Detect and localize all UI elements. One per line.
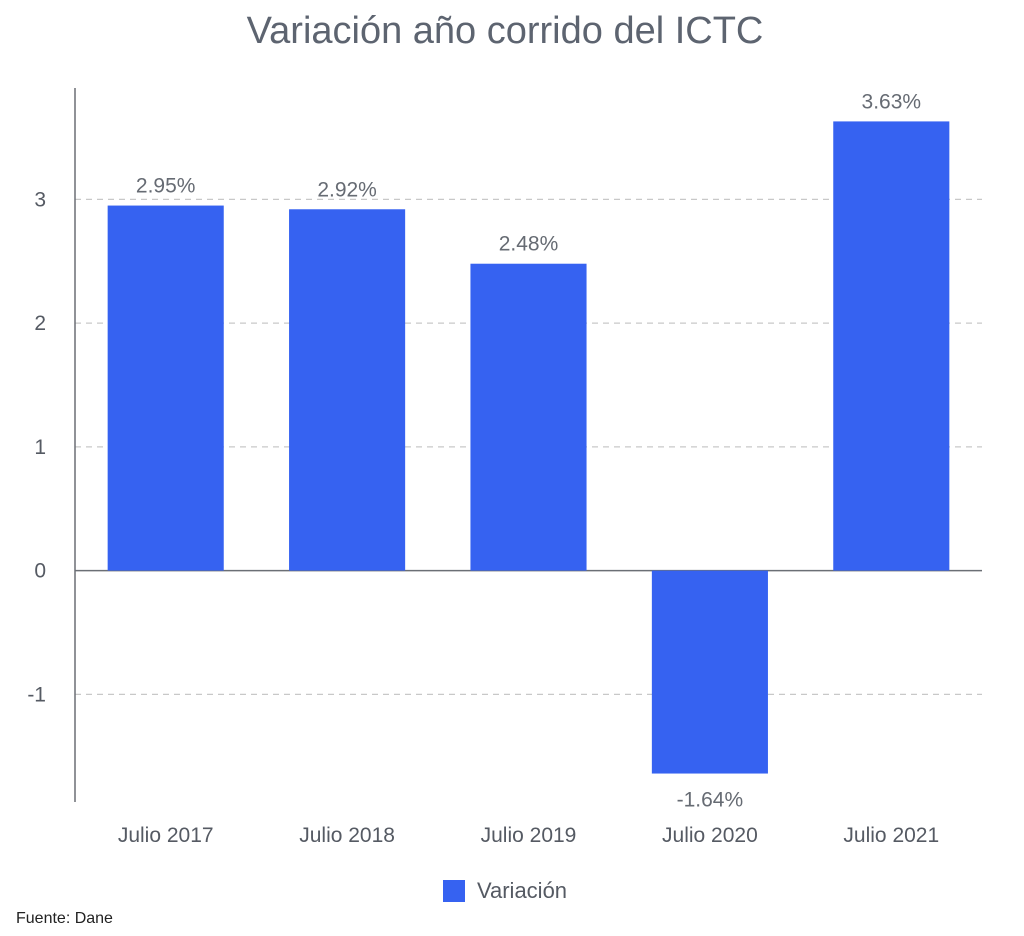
- source-note: Fuente: Dane: [16, 910, 113, 927]
- bars: [107, 121, 950, 774]
- data-label: 2.95%: [136, 175, 196, 198]
- x-tick-label: Julio 2017: [118, 824, 214, 847]
- bar: [107, 205, 224, 571]
- x-tick-label: Julio 2019: [481, 824, 577, 847]
- x-tick-label: Julio 2020: [662, 824, 758, 847]
- legend-swatch: [442, 880, 465, 902]
- x-tick-label: Julio 2018: [299, 824, 395, 847]
- y-tick-label: 3: [34, 188, 46, 211]
- data-label: 2.48%: [499, 233, 559, 256]
- bar-chart: -1 0 1 2 3 Julio 2017 Julio 2018 Julio 2019 Juli…: [27, 88, 982, 847]
- bar: [651, 570, 768, 774]
- bar: [289, 209, 406, 571]
- chart-title: Variación año corrido del ICTC: [246, 10, 764, 52]
- data-label: 3.63%: [862, 90, 922, 113]
- x-tick-label: Julio 2021: [843, 824, 939, 847]
- data-label: -1.64%: [677, 789, 744, 812]
- y-tick-label: 0: [34, 560, 46, 583]
- y-tick-label: 1: [34, 436, 46, 459]
- legend: Variación: [0, 878, 1010, 904]
- data-label: 2.92%: [317, 178, 377, 201]
- y-tick-label: -1: [27, 683, 46, 706]
- y-tick-label: 2: [34, 312, 46, 335]
- legend-label: Variación: [476, 878, 568, 903]
- axes: -1 0 1 2 3 Julio 2017 Julio 2018 Julio 2019 Juli…: [27, 88, 982, 847]
- bar: [470, 263, 587, 571]
- bar: [833, 121, 950, 571]
- data-labels: 2.95% 2.92% 2.48% -1.64% 3.63%: [136, 90, 921, 811]
